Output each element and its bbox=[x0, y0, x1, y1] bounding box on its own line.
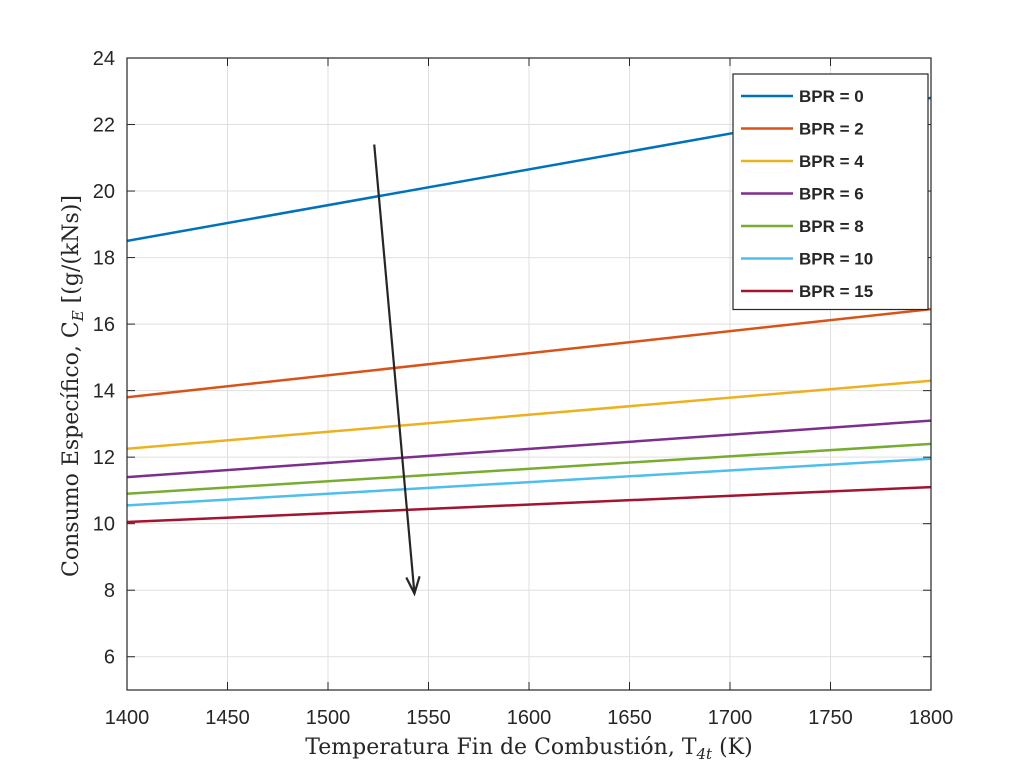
legend-label: BPR = 6 bbox=[799, 185, 864, 204]
y-tick-label: 16 bbox=[93, 314, 115, 336]
arrow-shaft bbox=[373, 144, 416, 594]
y-tick-label: 8 bbox=[104, 580, 115, 602]
arrow-head bbox=[405, 575, 421, 597]
x-tick-label: 1600 bbox=[507, 707, 552, 729]
x-tick-label: 1700 bbox=[708, 707, 753, 729]
y-axis-label: Consumo Específico, CE [(g/(kNs)] bbox=[59, 195, 87, 577]
grid bbox=[126, 57, 932, 690]
y-tick-label: 24 bbox=[93, 48, 115, 70]
x-tick-label: 1800 bbox=[909, 707, 954, 729]
legend-label: BPR = 0 bbox=[799, 87, 864, 106]
x-tick-label: 1400 bbox=[105, 707, 150, 729]
y-tick-label: 10 bbox=[93, 514, 115, 536]
series-line bbox=[127, 419, 931, 479]
y-tick-label: 12 bbox=[93, 447, 115, 469]
x-tick-label: 1450 bbox=[205, 707, 250, 729]
series-line bbox=[127, 379, 931, 451]
x-tick-label: 1550 bbox=[406, 707, 451, 729]
x-tick-label: 1500 bbox=[306, 707, 351, 729]
series-line bbox=[127, 485, 931, 524]
series-lines bbox=[127, 96, 931, 524]
ticks: 1400 1450 1500 1550 1600 1650 1700 1750 1800 6 8 10… bbox=[93, 48, 954, 729]
y-tick-label: 18 bbox=[93, 248, 115, 270]
y-tick-label: 6 bbox=[104, 647, 115, 669]
series-line bbox=[127, 457, 931, 507]
series-line bbox=[127, 307, 931, 399]
y-tick-label: 22 bbox=[93, 115, 115, 137]
legend-label: BPR = 2 bbox=[799, 120, 864, 139]
legend: BPR = 0 BPR = 2 BPR = 4 BPR = 6 BPR = 8 BPR =… bbox=[732, 73, 929, 311]
x-axis-label: Temperatura Fin de Combustión, T4t (K) bbox=[305, 735, 752, 763]
y-tick-label: 20 bbox=[93, 181, 115, 203]
x-tick-label: 1650 bbox=[607, 707, 652, 729]
x-tick-label: 1750 bbox=[808, 707, 853, 729]
y-tick-label: 14 bbox=[93, 381, 115, 403]
annotations bbox=[373, 144, 421, 597]
legend-label: BPR = 8 bbox=[799, 217, 864, 236]
legend-label: BPR = 15 bbox=[799, 282, 873, 301]
legend-box bbox=[732, 73, 929, 311]
series-line bbox=[127, 442, 931, 495]
legend-label: BPR = 4 bbox=[799, 152, 864, 171]
legend-label: BPR = 10 bbox=[799, 250, 873, 269]
